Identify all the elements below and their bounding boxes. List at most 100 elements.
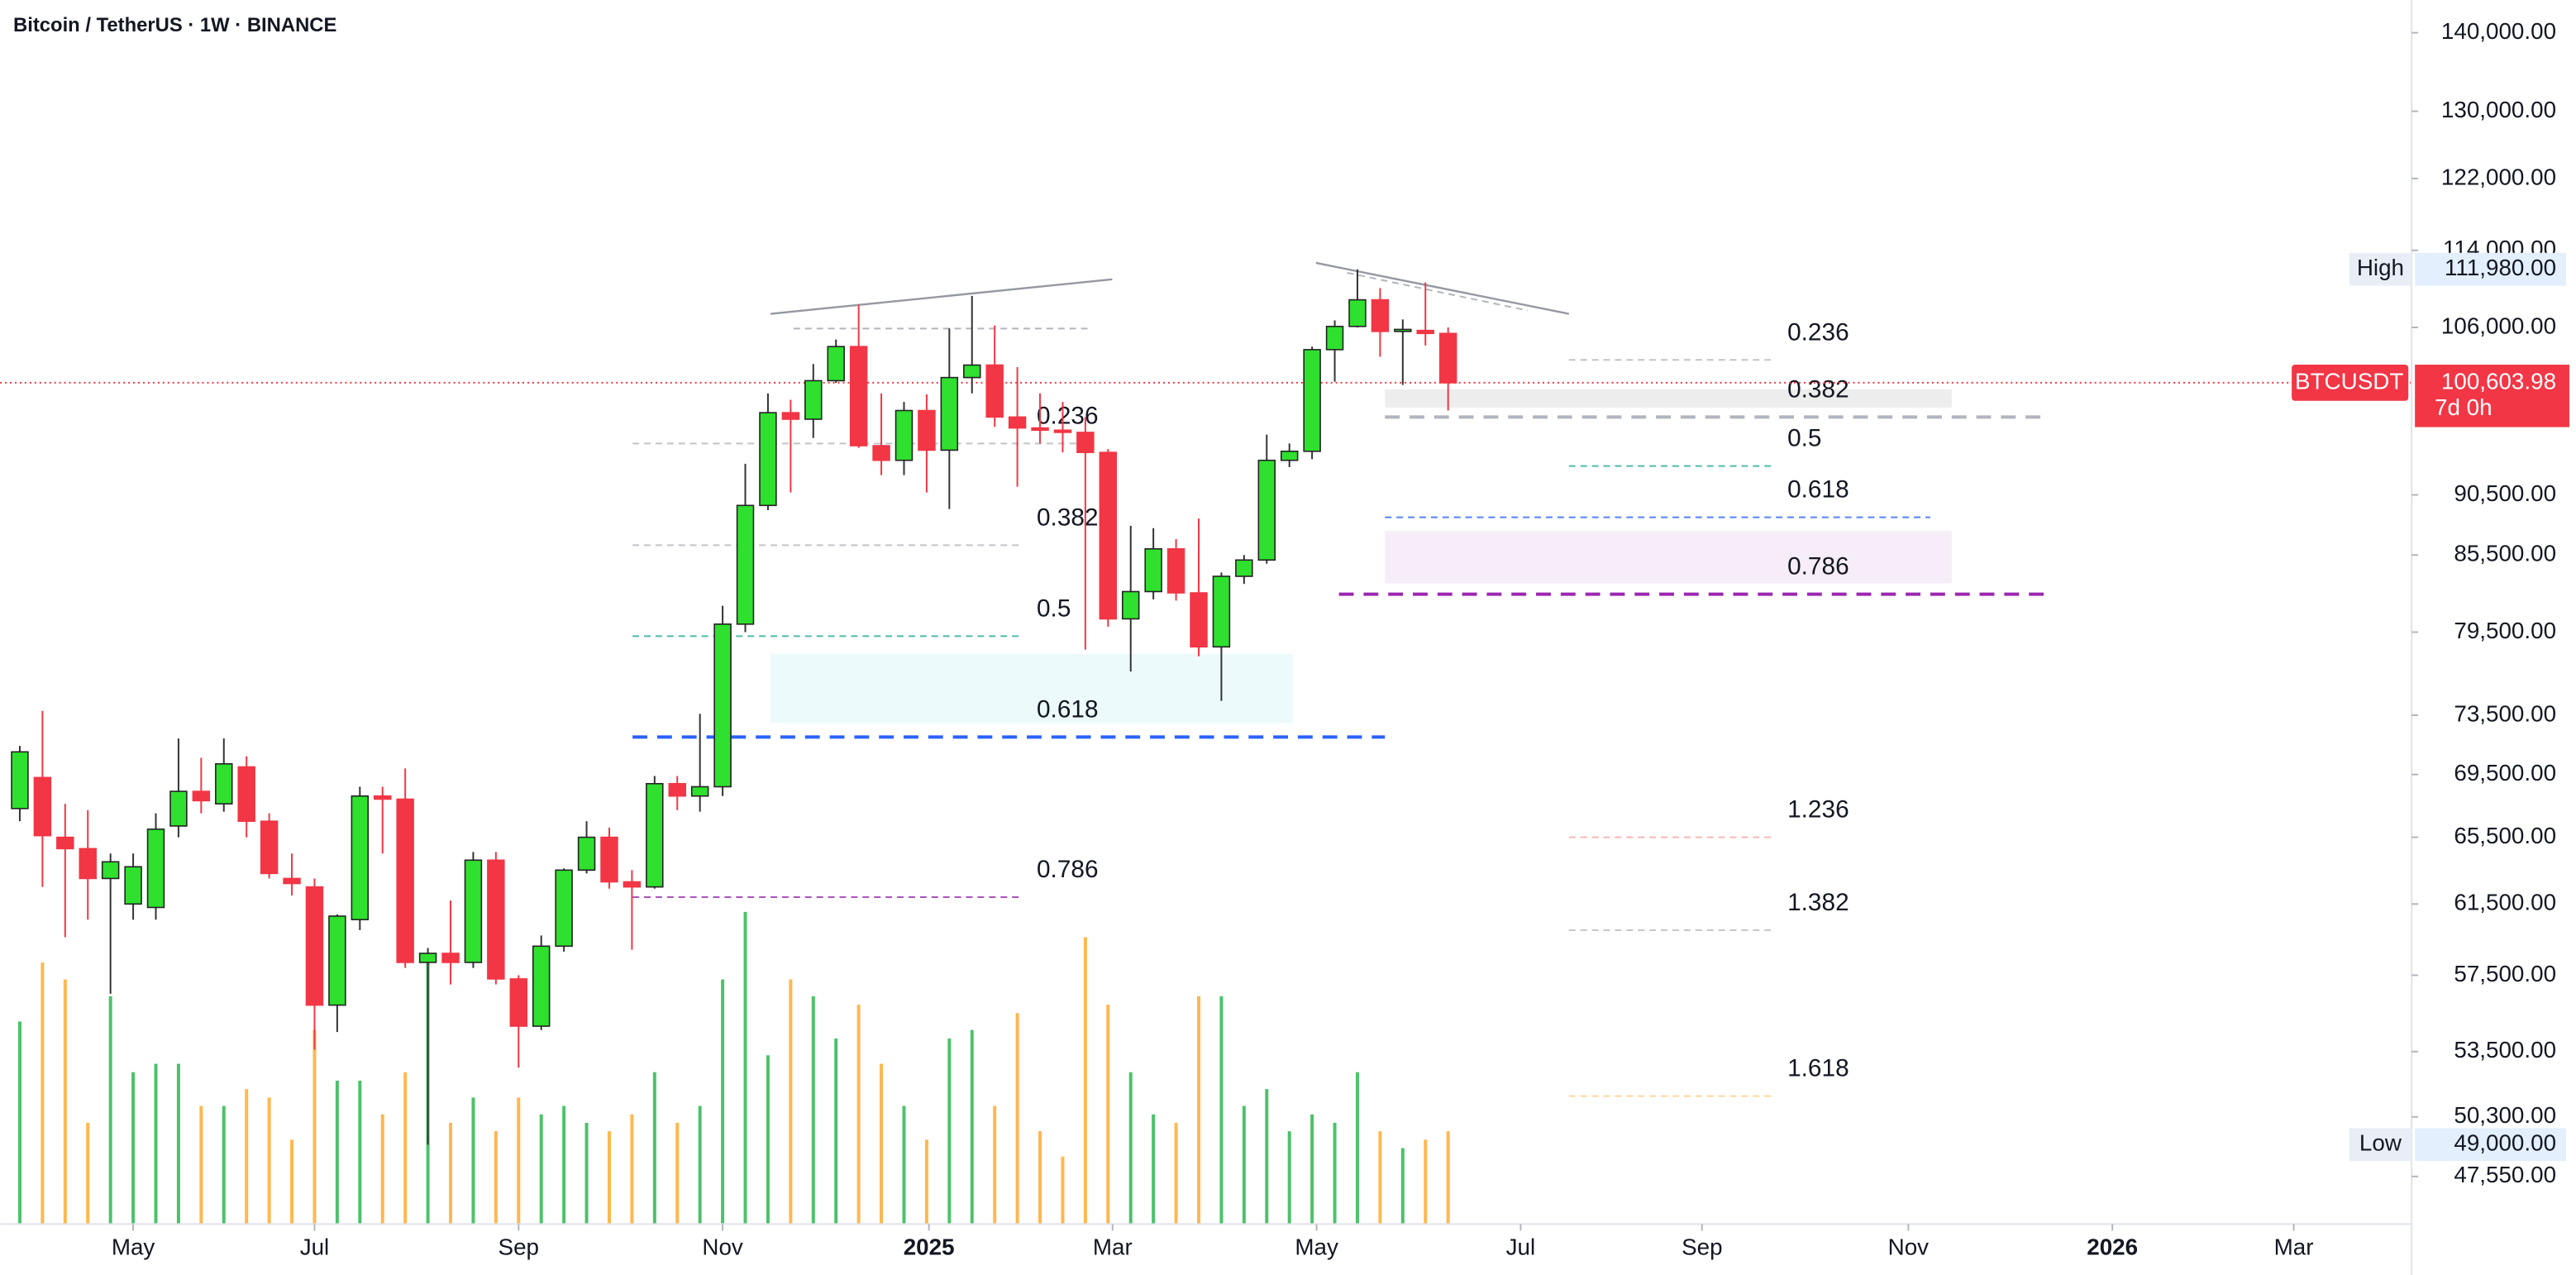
candle-body [690, 786, 709, 797]
candle-body [374, 795, 392, 800]
y-tick-label: 69,500.00 [2454, 760, 2556, 786]
volume-bar [1219, 996, 1224, 1225]
y-tick-label: 79,500.00 [2454, 618, 2556, 643]
candle-body [1416, 329, 1434, 335]
volume-bar [562, 1105, 566, 1225]
trend-line [1347, 271, 1529, 312]
candle-body [1031, 427, 1049, 432]
fib-label: 0.236 [1787, 318, 1849, 346]
volume-bar [245, 1089, 249, 1225]
candle-body [1076, 432, 1095, 453]
candle-body [1325, 325, 1344, 351]
x-tick-label: Mar [2274, 1234, 2314, 1260]
candle-body [963, 364, 981, 379]
candle-body [1303, 349, 1321, 452]
volume-bar [176, 1063, 180, 1225]
fib-label: 1.618 [1787, 1055, 1849, 1082]
volume-bar [993, 1105, 997, 1225]
candle-body [668, 782, 686, 797]
candle-body [260, 820, 279, 875]
candle-body [1099, 451, 1118, 620]
y-tick-label: 65,500.00 [2454, 823, 2556, 848]
candle-body [11, 751, 29, 809]
fib-label: 0.786 [1037, 856, 1099, 883]
candle-body [1122, 590, 1140, 620]
candle-body [1438, 332, 1457, 384]
marker-value-box [2415, 1128, 2566, 1162]
candle-body [56, 836, 74, 850]
x-tick-label: Nov [702, 1234, 743, 1260]
y-tick-label: 85,500.00 [2454, 541, 2556, 566]
marker-label: Low [2359, 1130, 2402, 1156]
volume-bar [63, 979, 67, 1225]
candle-body [872, 445, 890, 461]
volume-bar [108, 996, 112, 1225]
candle-body [169, 790, 188, 827]
volume-bar [1197, 996, 1200, 1225]
volume-bar [1174, 1122, 1178, 1225]
volume-bar [380, 1114, 384, 1225]
y-tick-label: 122,000.00 [2441, 164, 2556, 189]
volume-bar [1242, 1105, 1246, 1225]
y-tick-label: 140,000.00 [2441, 18, 2556, 44]
volume-bar [1152, 1114, 1156, 1225]
candle-body [804, 380, 823, 420]
volume-bar [1061, 1156, 1065, 1225]
candle-body [1166, 548, 1185, 594]
volume-bar [539, 1114, 543, 1225]
volume-bar [41, 962, 45, 1225]
countdown-label: 7d 0h [2435, 394, 2493, 420]
fib-label: 0.5 [1037, 595, 1071, 622]
x-tick-label: 2025 [904, 1234, 955, 1260]
candle-body [781, 412, 800, 420]
candle-body [1008, 416, 1027, 429]
volume-bar [1015, 1013, 1019, 1225]
volume-bar [834, 1038, 838, 1225]
marker-value-box [2415, 252, 2566, 286]
symbol-tag [2292, 365, 2409, 401]
y-tick-label: 47,550.00 [2454, 1162, 2556, 1187]
candle-body [418, 953, 437, 963]
volume-bar [449, 1122, 453, 1225]
volume-bar [1083, 937, 1087, 1225]
volume-bar [1446, 1131, 1450, 1225]
volume-bar [970, 1029, 974, 1225]
volume-bar [652, 1072, 656, 1225]
volume-bar [471, 1097, 475, 1225]
volume-bar [267, 1097, 271, 1225]
volume-bar [1310, 1114, 1314, 1225]
candle-body [985, 364, 1004, 418]
candle-body [328, 915, 346, 1006]
volume-bar [766, 1055, 770, 1225]
zone [770, 653, 1293, 723]
fib-label: 0.382 [1787, 375, 1849, 403]
candle-body [101, 861, 120, 880]
volume-bar [290, 1139, 294, 1225]
y-tick-label: 61,500.00 [2454, 890, 2556, 915]
volume-bar [630, 1114, 634, 1225]
volume-bar [517, 1097, 521, 1225]
candle-body [351, 795, 370, 920]
volume-bar [1106, 1005, 1110, 1225]
marker-tag [2349, 1128, 2412, 1162]
candle-body [1371, 298, 1390, 332]
y-tick-label: 50,300.00 [2454, 1102, 2556, 1128]
candle-body [849, 346, 868, 446]
volume-bar [312, 1029, 317, 1225]
volume-bar [1333, 1122, 1337, 1225]
volume-bar [131, 1072, 136, 1225]
volume-bar [902, 1105, 906, 1225]
volume-bar [924, 1139, 928, 1225]
marker-value: 111,980.00 [2445, 255, 2556, 280]
marker-label: High [2357, 255, 2404, 280]
volume-bar [86, 1122, 90, 1225]
volume-bar [743, 911, 747, 1225]
candle-body [215, 763, 233, 805]
candle-body [192, 790, 211, 802]
y-tick-label: 53,500.00 [2454, 1037, 2556, 1062]
fib-label: 1.236 [1787, 796, 1849, 824]
volume-bar [584, 1122, 589, 1225]
x-tick-label: Jul [1506, 1234, 1536, 1260]
candle-body [918, 409, 936, 451]
volume-bar [1265, 1089, 1269, 1225]
